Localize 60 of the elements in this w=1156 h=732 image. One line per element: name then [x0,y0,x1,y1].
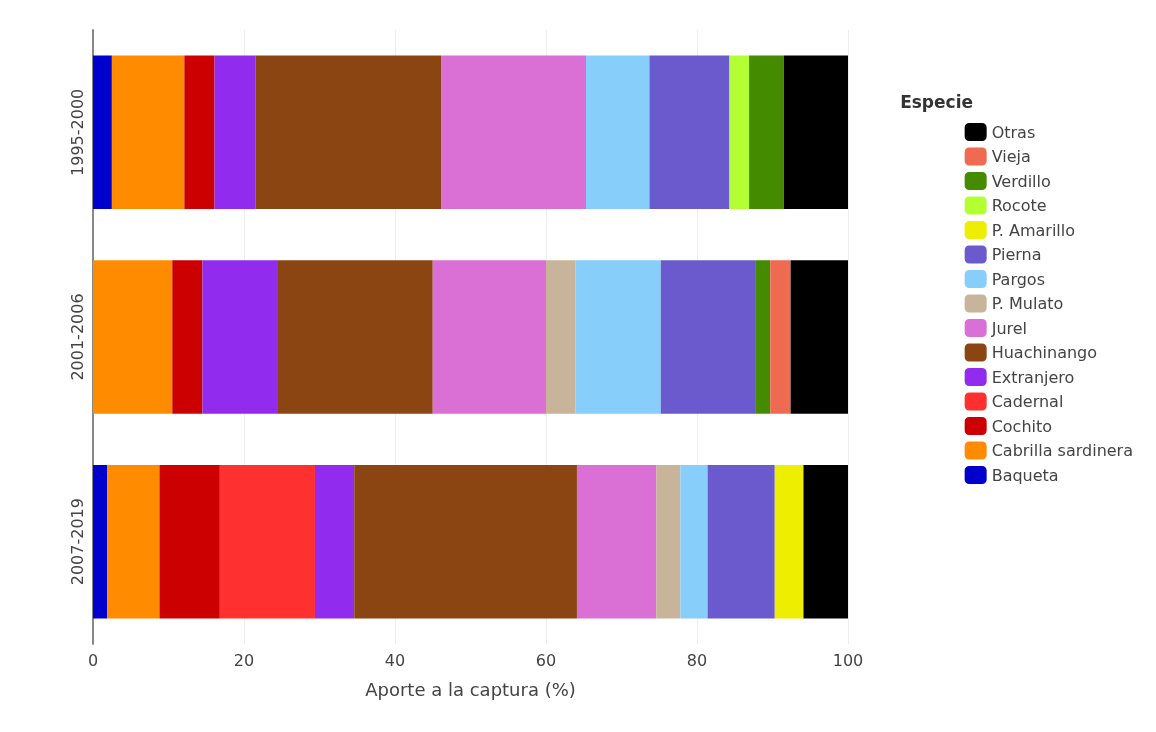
legend-label: Verdillo [991,171,1051,191]
bar [783,55,848,210]
bar [214,55,256,210]
legend-label: Cadernal [991,392,1064,411]
bar [707,464,775,619]
bar [93,464,108,619]
x-axis-title: Aporte a la captura (%) [365,678,576,700]
bar [770,260,791,414]
bar [354,464,577,619]
bar [790,260,848,414]
legend-label: Vieja [991,147,1031,166]
bar [729,55,750,210]
bar [172,260,203,414]
bar [546,260,576,414]
bar [656,464,681,619]
bar [803,464,848,619]
legend-label: Baqueta [991,465,1059,485]
bar [255,55,442,210]
bar [93,55,112,210]
bar [107,464,160,619]
bar [219,464,315,619]
bar [649,55,730,210]
legend-label: Cabrilla sardinera [991,441,1133,460]
legend-label: Rocote [991,196,1047,215]
x-tick-label: 60 [535,650,557,670]
bar [202,260,278,414]
bar [93,260,173,414]
bar [586,55,650,210]
legend-label: Pargos [991,269,1045,289]
legend-label: Jurel [990,318,1028,338]
legend-label: Cochito [991,416,1053,436]
x-tick-label: 100 [832,650,864,670]
legend-label: P. Amarillo [991,220,1076,240]
bar [774,464,804,619]
bar [184,55,215,210]
bar [575,260,661,414]
y-tick-label: 2007-2019 [67,498,87,586]
bar [111,55,185,210]
legend-label: Pierna [991,245,1042,264]
x-tick-label: 0 [87,650,99,670]
bar [314,464,355,619]
x-tick-label: 20 [233,650,255,670]
bar [680,464,708,619]
y-tick-label: 1995-2000 [67,88,87,176]
bar [432,260,546,414]
legend-label: P. Mulato [991,294,1064,313]
legend-label: Extranjero [991,367,1075,387]
y-tick-label: 2001-2006 [67,293,87,381]
bar [749,55,784,210]
bar [277,260,433,414]
x-tick-label: 80 [686,650,708,670]
bar [576,464,657,619]
legend-label: Huachinango [991,343,1098,362]
x-tick-label: 40 [384,650,406,670]
legend-label: Otras [991,122,1036,142]
legend-title: Especie [900,91,974,112]
bar [660,260,756,414]
bar [159,464,220,619]
bar [755,260,771,414]
bar [441,55,587,210]
